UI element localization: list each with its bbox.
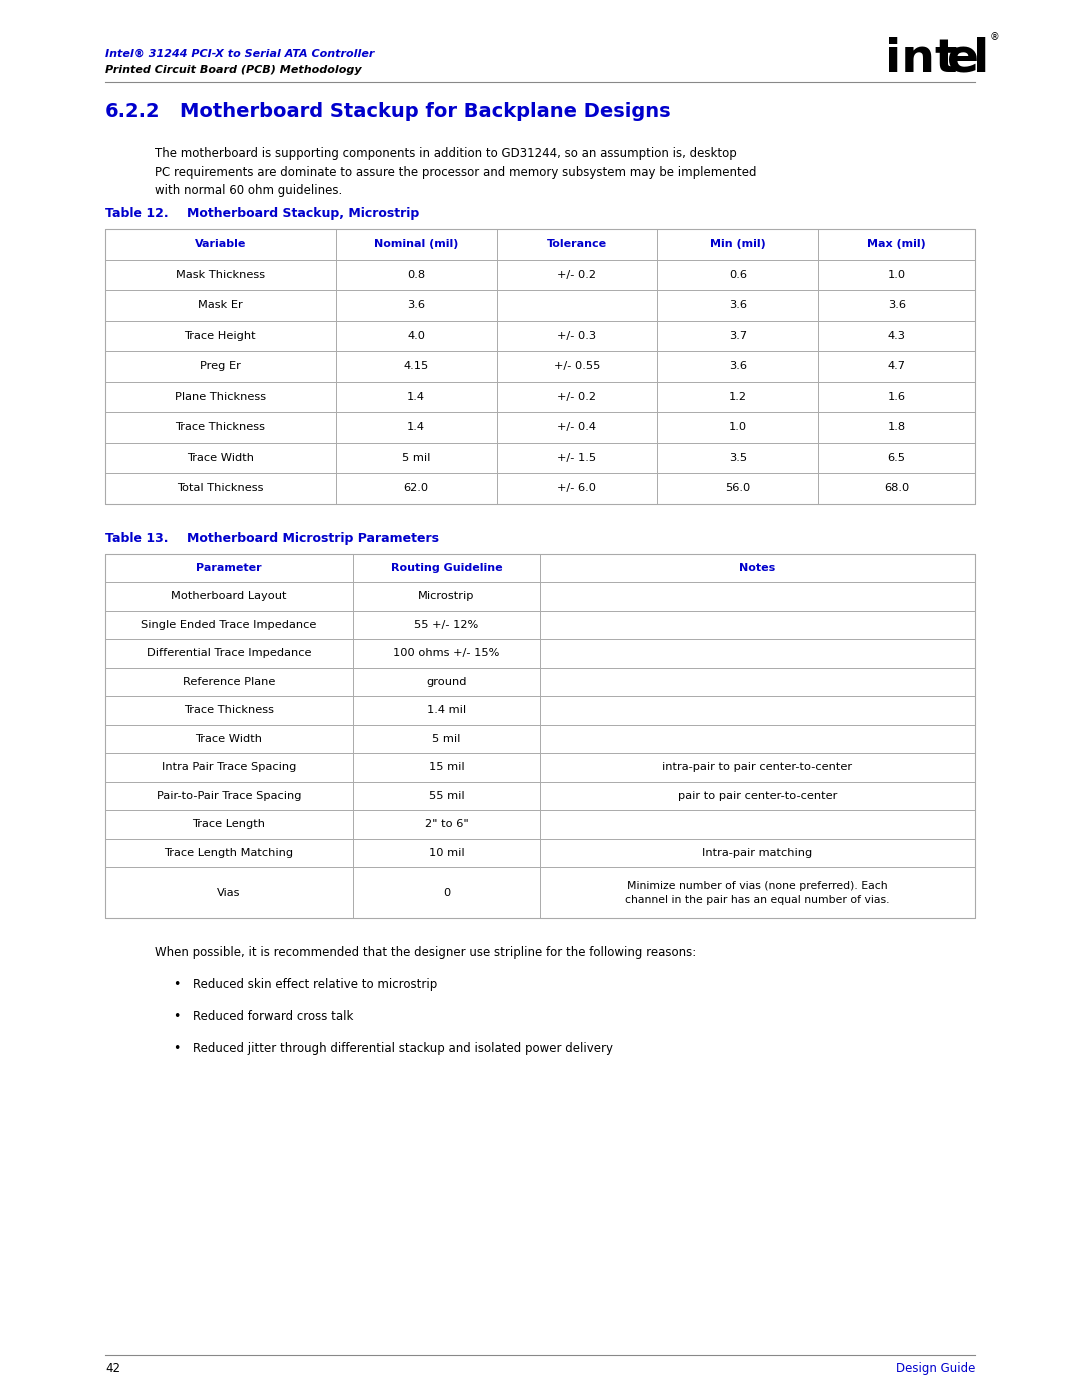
Text: 4.3: 4.3 — [888, 331, 906, 341]
Text: Notes: Notes — [740, 563, 775, 573]
Text: •: • — [173, 978, 180, 992]
Text: +/- 0.2: +/- 0.2 — [557, 270, 596, 279]
Text: Reduced jitter through differential stackup and isolated power delivery: Reduced jitter through differential stac… — [193, 1042, 613, 1055]
Text: Variable: Variable — [194, 239, 246, 249]
Text: Trace Length Matching: Trace Length Matching — [164, 848, 294, 858]
Text: Design Guide: Design Guide — [895, 1362, 975, 1375]
Text: 5 mil: 5 mil — [432, 733, 461, 743]
Text: 6.5: 6.5 — [888, 453, 906, 462]
Text: 4.15: 4.15 — [404, 362, 429, 372]
Text: •: • — [173, 1010, 180, 1023]
Text: Trace Width: Trace Width — [195, 733, 262, 743]
Text: Table 13.: Table 13. — [105, 531, 168, 545]
Text: int: int — [885, 36, 958, 82]
Text: e: e — [947, 36, 978, 82]
Text: Intra-pair matching: Intra-pair matching — [702, 848, 812, 858]
Text: Single Ended Trace Impedance: Single Ended Trace Impedance — [141, 620, 316, 630]
Text: 42: 42 — [105, 1362, 120, 1375]
Text: 1.0: 1.0 — [888, 270, 906, 279]
Text: 1.2: 1.2 — [729, 391, 747, 402]
Text: Differential Trace Impedance: Differential Trace Impedance — [147, 648, 311, 658]
Text: Intra Pair Trace Spacing: Intra Pair Trace Spacing — [162, 763, 296, 773]
Text: Motherboard Stackup for Backplane Designs: Motherboard Stackup for Backplane Design… — [180, 102, 671, 122]
Text: +/- 0.3: +/- 0.3 — [557, 331, 596, 341]
Text: Preg Er: Preg Er — [200, 362, 241, 372]
Text: l: l — [973, 36, 989, 82]
Text: Trace Thickness: Trace Thickness — [184, 705, 274, 715]
Bar — [105, 229, 975, 503]
Text: 1.0: 1.0 — [729, 422, 747, 432]
Text: 1.4: 1.4 — [407, 391, 426, 402]
Text: with normal 60 ohm guidelines.: with normal 60 ohm guidelines. — [156, 184, 342, 197]
Text: Plane Thickness: Plane Thickness — [175, 391, 266, 402]
Text: 3.7: 3.7 — [729, 331, 747, 341]
Text: 2" to 6": 2" to 6" — [424, 819, 469, 830]
Text: 62.0: 62.0 — [404, 483, 429, 493]
Text: When possible, it is recommended that the designer use stripline for the followi: When possible, it is recommended that th… — [156, 946, 697, 960]
Text: 55 mil: 55 mil — [429, 791, 464, 800]
Text: Printed Circuit Board (PCB) Methodology: Printed Circuit Board (PCB) Methodology — [105, 66, 362, 75]
Bar — [105, 553, 975, 918]
Text: Nominal (mil): Nominal (mil) — [374, 239, 458, 249]
Text: 3.6: 3.6 — [729, 300, 747, 310]
Text: 4.7: 4.7 — [888, 362, 906, 372]
Text: +/- 0.2: +/- 0.2 — [557, 391, 596, 402]
Text: ground: ground — [427, 676, 467, 687]
Text: Routing Guideline: Routing Guideline — [391, 563, 502, 573]
Text: Microstrip: Microstrip — [418, 591, 475, 601]
Text: 1.4: 1.4 — [407, 422, 426, 432]
Text: Reduced skin effect relative to microstrip: Reduced skin effect relative to microstr… — [193, 978, 437, 992]
Text: +/- 1.5: +/- 1.5 — [557, 453, 596, 462]
Text: 55 +/- 12%: 55 +/- 12% — [415, 620, 478, 630]
Text: 15 mil: 15 mil — [429, 763, 464, 773]
Text: Motherboard Microstrip Parameters: Motherboard Microstrip Parameters — [187, 531, 438, 545]
Text: +/- 0.4: +/- 0.4 — [557, 422, 596, 432]
Text: Reduced forward cross talk: Reduced forward cross talk — [193, 1010, 353, 1023]
Text: Motherboard Layout: Motherboard Layout — [172, 591, 286, 601]
Text: Intel® 31244 PCI-X to Serial ATA Controller: Intel® 31244 PCI-X to Serial ATA Control… — [105, 49, 375, 59]
Text: +/- 6.0: +/- 6.0 — [557, 483, 596, 493]
Text: 0.8: 0.8 — [407, 270, 426, 279]
Text: 3.6: 3.6 — [407, 300, 426, 310]
Text: Vias: Vias — [217, 887, 241, 898]
Text: 1.8: 1.8 — [888, 422, 906, 432]
Text: Tolerance: Tolerance — [546, 239, 607, 249]
Text: The motherboard is supporting components in addition to GD31244, so an assumptio: The motherboard is supporting components… — [156, 147, 737, 161]
Text: Motherboard Stackup, Microstrip: Motherboard Stackup, Microstrip — [187, 207, 419, 219]
Text: Max (mil): Max (mil) — [867, 239, 926, 249]
Text: intra-pair to pair center-to-center: intra-pair to pair center-to-center — [662, 763, 852, 773]
Text: Min (mil): Min (mil) — [710, 239, 766, 249]
Text: Trace Length: Trace Length — [192, 819, 266, 830]
Text: Mask Thickness: Mask Thickness — [176, 270, 265, 279]
Text: 3.5: 3.5 — [729, 453, 747, 462]
Text: 0.6: 0.6 — [729, 270, 747, 279]
Text: 1.6: 1.6 — [888, 391, 906, 402]
Text: Minimize number of vias (none preferred). Each
channel in the pair has an equal : Minimize number of vias (none preferred)… — [625, 880, 890, 905]
Text: Trace Thickness: Trace Thickness — [175, 422, 266, 432]
Text: 6.2.2: 6.2.2 — [105, 102, 161, 122]
Text: Total Thickness: Total Thickness — [177, 483, 264, 493]
Text: Mask Er: Mask Er — [198, 300, 243, 310]
Text: Pair-to-Pair Trace Spacing: Pair-to-Pair Trace Spacing — [157, 791, 301, 800]
Text: Trace Width: Trace Width — [187, 453, 254, 462]
Text: 5 mil: 5 mil — [402, 453, 430, 462]
Text: 56.0: 56.0 — [726, 483, 751, 493]
Text: Trace Height: Trace Height — [185, 331, 256, 341]
Text: Parameter: Parameter — [197, 563, 261, 573]
Text: 4.0: 4.0 — [407, 331, 426, 341]
Text: Reference Plane: Reference Plane — [183, 676, 275, 687]
Text: pair to pair center-to-center: pair to pair center-to-center — [678, 791, 837, 800]
Text: 68.0: 68.0 — [885, 483, 909, 493]
Text: 0: 0 — [443, 887, 450, 898]
Text: •: • — [173, 1042, 180, 1055]
Text: 100 ohms +/- 15%: 100 ohms +/- 15% — [393, 648, 500, 658]
Text: Table 12.: Table 12. — [105, 207, 168, 219]
Text: PC requirements are dominate to assure the processor and memory subsystem may be: PC requirements are dominate to assure t… — [156, 165, 756, 179]
Text: ®: ® — [990, 32, 1000, 42]
Text: 1.4 mil: 1.4 mil — [427, 705, 467, 715]
Text: +/- 0.55: +/- 0.55 — [554, 362, 600, 372]
Text: 10 mil: 10 mil — [429, 848, 464, 858]
Text: 3.6: 3.6 — [888, 300, 906, 310]
Text: 3.6: 3.6 — [729, 362, 747, 372]
